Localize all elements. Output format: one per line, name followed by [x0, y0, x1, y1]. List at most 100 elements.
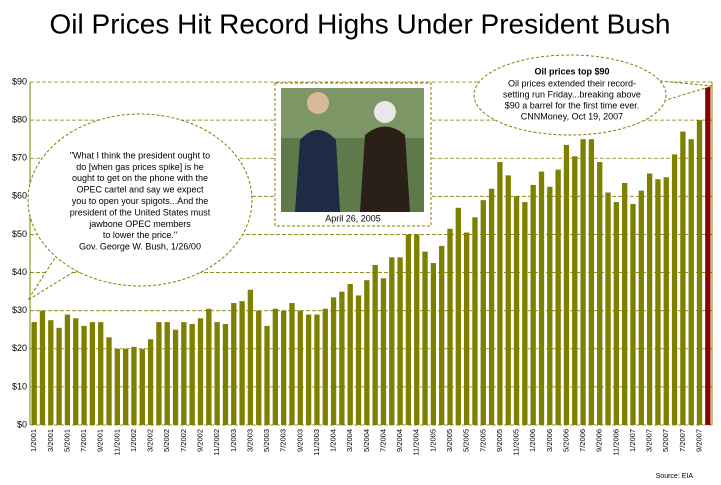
bar — [455, 207, 461, 425]
bubble — [27, 113, 253, 287]
bar — [122, 348, 129, 425]
bar — [588, 139, 595, 425]
x-tick-label: 1/2004 — [329, 429, 338, 452]
bar — [131, 346, 137, 425]
quote-line: Gov. George W. Bush, 1/26/00 — [79, 242, 201, 252]
photo-figure — [360, 126, 410, 212]
bar — [98, 322, 104, 425]
x-tick-label: 11/2005 — [512, 429, 521, 456]
x-tick-label: 1/2001 — [29, 429, 38, 452]
x-tick-label: 1/2006 — [528, 429, 537, 452]
x-tick-label: 7/2006 — [578, 429, 587, 452]
y-tick-label: $50 — [12, 229, 27, 239]
record-line: CNNMoney, Oct 19, 2007 — [521, 111, 623, 121]
bar — [206, 308, 212, 425]
bar — [214, 322, 220, 425]
x-tick-label: 9/2004 — [395, 429, 404, 452]
bar — [114, 348, 120, 425]
x-tick-label: 5/2005 — [462, 429, 471, 452]
bar — [64, 314, 71, 425]
record-bubble: Oil prices top $90 Oil prices extended th… — [473, 54, 713, 136]
quote-line: jawbone OPEC members — [88, 219, 191, 229]
quote-line: to lower the price." — [103, 230, 177, 240]
x-tick-label: 3/2005 — [445, 429, 454, 452]
bar — [197, 318, 204, 425]
bar — [605, 192, 611, 425]
plot-area — [29, 81, 713, 426]
bar — [147, 339, 154, 425]
bar — [89, 322, 96, 425]
x-tick-label: 7/2003 — [279, 429, 288, 452]
x-tick-label: 7/2002 — [179, 429, 188, 452]
photo-figure — [374, 101, 396, 123]
bubble — [473, 54, 667, 136]
bar — [563, 144, 570, 425]
bar — [655, 179, 661, 425]
bar — [239, 301, 245, 425]
source: Source: EIA — [656, 473, 694, 480]
x-tick-label: 7/2007 — [678, 429, 687, 452]
bar — [472, 217, 478, 425]
bar — [81, 325, 87, 425]
bar — [355, 295, 362, 425]
bar — [530, 184, 536, 425]
quote-line: do [when gas prices spike] is he — [76, 162, 204, 172]
x-tick-label: 5/2001 — [62, 429, 71, 452]
bar — [305, 314, 312, 425]
bar — [247, 289, 254, 425]
x-tick-label: 9/2006 — [595, 429, 604, 452]
chart-title: Oil Prices Hit Record Highs Under Presid… — [50, 8, 671, 39]
x-tick-label: 1/2002 — [129, 429, 138, 452]
y-tick-label: $0 — [17, 419, 27, 429]
record-title: Oil prices top $90 — [534, 66, 609, 76]
quote-line: ought to get on the phone with the — [72, 173, 208, 183]
quote-line: "What I think the president ought to — [70, 150, 210, 160]
x-tick-label: 9/2002 — [195, 429, 204, 452]
x-tick-label: 5/2004 — [362, 429, 371, 452]
bar — [505, 175, 511, 425]
bar — [139, 348, 145, 425]
x-tick-label: 3/2002 — [146, 429, 155, 452]
bar — [622, 182, 628, 425]
x-tick-label: 3/2006 — [545, 429, 554, 452]
bar — [339, 291, 345, 425]
bar — [347, 283, 353, 425]
bar — [264, 325, 270, 425]
x-tick-label: 11/2001 — [112, 429, 121, 456]
bar — [497, 162, 503, 426]
x-tick-label: 3/2001 — [46, 429, 55, 452]
bar — [463, 232, 470, 425]
x-tick-label: 9/2003 — [295, 429, 304, 452]
bar — [106, 337, 112, 425]
bar — [73, 318, 79, 425]
bar — [538, 171, 545, 425]
bar — [256, 310, 262, 425]
y-tick-label: $60 — [12, 191, 27, 201]
bar — [580, 139, 586, 425]
bar — [513, 196, 520, 425]
bar — [439, 245, 445, 425]
bar — [189, 324, 195, 425]
photo-figure — [307, 92, 329, 114]
x-tick-label: 1/2003 — [229, 429, 238, 452]
bar — [39, 310, 46, 425]
bar — [289, 303, 295, 425]
record-line: setting run Friday...breaking above — [503, 89, 641, 99]
x-tick-label: 11/2004 — [412, 429, 421, 456]
bar — [688, 139, 694, 425]
bar — [181, 322, 187, 425]
bar — [330, 297, 337, 425]
bar — [31, 322, 37, 425]
photo-caption: April 26, 2005 — [325, 213, 381, 223]
quote-line: president of the United States must — [70, 207, 211, 217]
bar — [671, 154, 678, 425]
bar — [405, 234, 412, 425]
y-tick-label: $10 — [12, 381, 27, 391]
bar — [522, 202, 528, 425]
record-line: $90 a barrel for the first time ever. — [505, 100, 640, 110]
bar — [314, 314, 320, 425]
x-tick-label: 5/2003 — [262, 429, 271, 452]
bar — [572, 156, 578, 426]
photo-figure — [295, 130, 340, 212]
bar — [297, 310, 303, 425]
